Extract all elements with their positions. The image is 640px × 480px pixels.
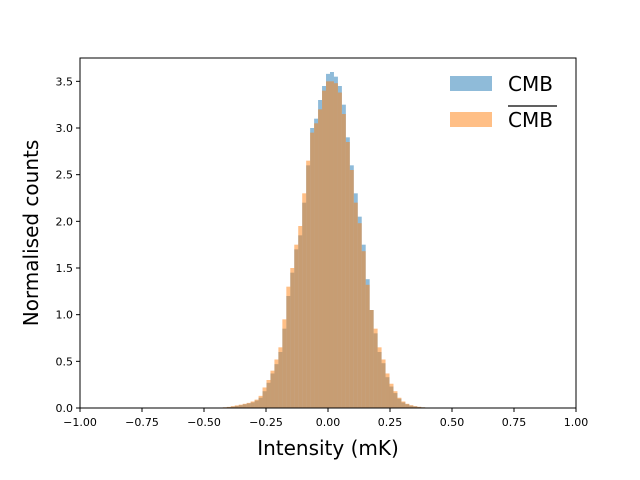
histogram-bar [266, 380, 271, 408]
histogram-bar [389, 383, 394, 408]
histogram-bar [306, 160, 311, 408]
x-tick-label: −0.50 [187, 416, 221, 429]
x-tick-label: 0.00 [316, 416, 341, 429]
histogram-bar [246, 402, 251, 408]
y-tick-label: 1.0 [56, 309, 74, 322]
x-tick-label: 0.25 [378, 416, 403, 429]
histogram-bar [310, 132, 315, 408]
y-tick-label: 2.5 [56, 169, 74, 182]
histogram-bar [322, 90, 327, 409]
x-tick-label: 0.50 [440, 416, 465, 429]
y-axis-ticks: 0.0 0.5 1.0 1.5 2.0 2.5 3.0 3.5 [56, 75, 80, 415]
y-tick-label: 1.5 [56, 262, 74, 275]
x-tick-label: 1.00 [564, 416, 589, 429]
x-tick-label: −0.25 [249, 416, 283, 429]
histogram-bar [274, 359, 279, 408]
histogram-bar [329, 81, 334, 408]
histogram-bar [250, 401, 255, 408]
histogram-bar [397, 397, 402, 408]
histogram-bar [286, 286, 291, 408]
histogram-bar [258, 395, 263, 408]
x-axis-ticks: −1.00 −0.75 −0.50 −0.25 0.00 0.25 0.50 0.75 1.00 [63, 408, 588, 429]
histogram-bar [262, 387, 267, 408]
histogram-bar [254, 399, 259, 408]
histogram-bar [234, 405, 239, 408]
legend: CMB CMB [450, 72, 557, 132]
histogram-bar [282, 319, 287, 408]
histogram-bar [314, 123, 319, 408]
x-tick-label: −0.75 [125, 416, 159, 429]
histogram-bar [290, 268, 295, 408]
y-tick-label: 3.5 [56, 75, 74, 88]
x-axis-label: Intensity (mK) [257, 436, 399, 460]
histogram-bar [226, 406, 231, 408]
y-tick-label: 3.0 [56, 122, 74, 135]
histogram-bar [238, 404, 243, 408]
histogram-bar [401, 401, 406, 408]
histogram-bar [333, 83, 338, 408]
histogram-bar [373, 328, 378, 408]
histogram-bar [405, 403, 410, 408]
legend-label: CMB [508, 72, 553, 96]
legend-swatch [450, 112, 492, 127]
y-tick-label: 0.0 [56, 402, 74, 415]
histogram-bar [270, 370, 275, 408]
histogram-bar [417, 406, 422, 408]
histogram-bar [369, 310, 374, 408]
y-tick-label: 0.5 [56, 355, 74, 368]
y-tick-label: 2.0 [56, 215, 74, 228]
histogram-bar [393, 391, 398, 408]
histogram-bar [361, 251, 366, 408]
series-2 [218, 81, 434, 409]
histogram-bar [278, 347, 283, 408]
y-axis-label: Normalised counts [19, 140, 43, 327]
histogram-bar [298, 226, 303, 408]
histogram-bar [353, 202, 358, 408]
histogram-bar [381, 359, 386, 408]
x-tick-label: 0.75 [502, 416, 527, 429]
histogram-bar [385, 373, 390, 408]
legend-swatch [450, 76, 492, 91]
bars-group [218, 72, 434, 409]
histogram-bar [242, 403, 247, 408]
histogram-bar [318, 109, 323, 408]
histogram-bar [377, 347, 382, 408]
histogram-bar [294, 244, 299, 408]
histogram-bar [326, 81, 330, 408]
histogram-bar [337, 92, 342, 409]
histogram-bar [349, 170, 354, 408]
histogram-bar [302, 193, 307, 408]
histogram-bar [230, 406, 235, 408]
histogram-bar [413, 406, 418, 408]
histogram-bar [345, 142, 350, 408]
histogram-bar [409, 405, 414, 408]
x-tick-label: −1.00 [63, 416, 97, 429]
histogram-bar [365, 284, 370, 408]
legend-label: CMB [508, 108, 553, 132]
histogram-bar [341, 114, 346, 408]
histogram-bar [357, 223, 362, 408]
